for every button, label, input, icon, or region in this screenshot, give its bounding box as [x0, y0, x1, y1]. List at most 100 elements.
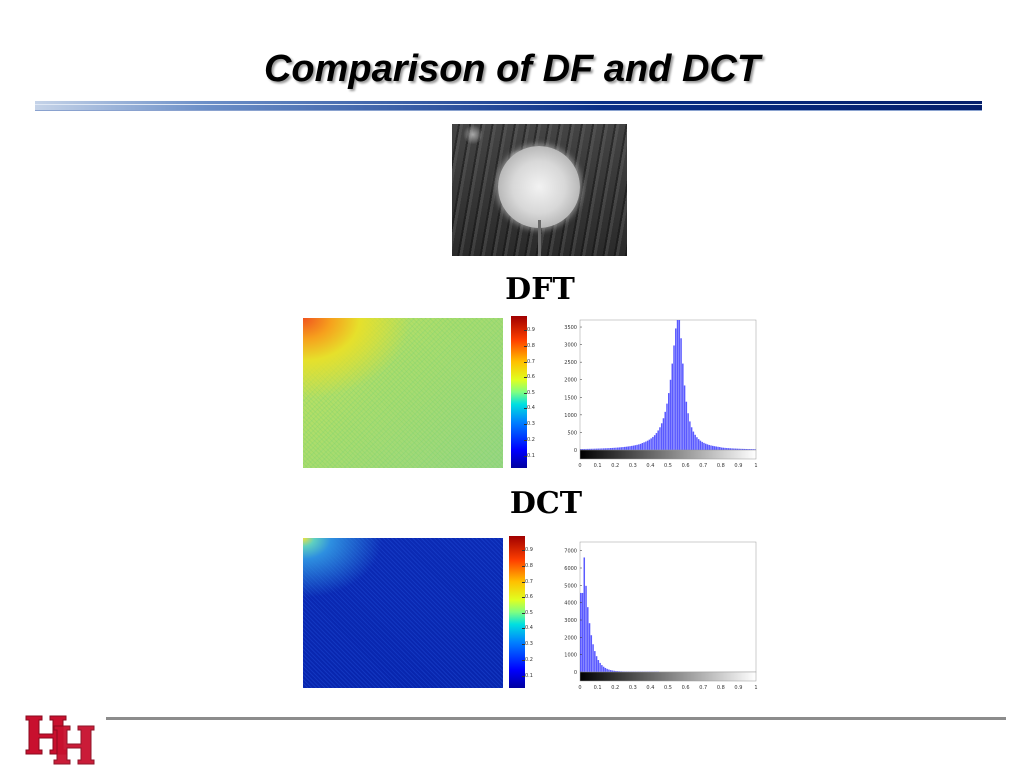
dandelion-stem [538, 220, 541, 256]
histogram-bar [601, 448, 603, 450]
x-tick-label: 0.4 [646, 685, 654, 691]
histogram-bar [743, 448, 746, 450]
dct-label: DCT [509, 486, 583, 521]
histogram-bar [706, 444, 709, 450]
histogram-bar [692, 431, 695, 450]
histogram-bar [620, 671, 622, 672]
histogram-bar [690, 427, 693, 450]
histogram-bar [666, 403, 668, 450]
dandelion-photo [452, 124, 627, 256]
histogram-bar [599, 662, 601, 672]
histogram-bar [653, 435, 656, 450]
y-tick-label: 6000 [564, 566, 577, 572]
histogram-bar [606, 668, 608, 672]
y-tick-label: 2000 [564, 378, 577, 384]
x-tick-label: 0.3 [629, 463, 637, 469]
histogram-bar [754, 449, 756, 450]
histogram-bar [708, 444, 710, 450]
x-tick-label: 0.9 [734, 463, 742, 469]
histogram-bar [595, 656, 598, 672]
dft-colorbar-tick: 0.7 [524, 359, 535, 365]
histogram-bar [616, 671, 619, 672]
x-tick-label: 0.7 [699, 463, 707, 469]
histogram-bar [625, 446, 628, 450]
histogram-bar [699, 440, 702, 450]
histogram-bar [581, 592, 584, 672]
histogram-bar [611, 447, 614, 450]
dft-colorbar-tick: 0.3 [524, 421, 535, 427]
histogram-bar [689, 421, 691, 450]
histogram-bar [655, 433, 658, 450]
grayscale-bar [579, 671, 757, 682]
histogram-bar [682, 363, 684, 450]
x-tick-label: 0.6 [682, 463, 690, 469]
histogram-bar [685, 401, 688, 450]
histogram-bar [620, 447, 622, 450]
histogram-bar [615, 447, 617, 450]
histogram-bar [750, 449, 753, 450]
histogram-bar [662, 418, 665, 450]
y-tick-label: 3500 [564, 325, 577, 331]
dct-colorbar-tick: 0.7 [522, 579, 533, 585]
histogram-bar [747, 449, 749, 450]
histogram-bar [634, 445, 637, 450]
histogram-bar [639, 443, 642, 450]
histogram-bar [652, 436, 654, 450]
title-divider [35, 101, 982, 111]
grayscale-bar [579, 449, 757, 460]
histogram-bar [604, 667, 607, 672]
x-tick-label: 1 [754, 685, 757, 691]
histogram-bar [601, 665, 603, 672]
y-tick-label: 4000 [564, 601, 577, 607]
histogram-bar [602, 448, 605, 450]
histogram-bar [608, 448, 610, 450]
histogram-bar [618, 447, 621, 450]
histogram-bar [659, 427, 661, 450]
histogram-bar [724, 447, 726, 450]
y-tick-label: 2500 [564, 360, 577, 366]
dft-colorbar-tick: 0.8 [524, 343, 535, 349]
histogram-bar [650, 438, 652, 450]
histogram-bar [703, 442, 705, 450]
histogram-bar [613, 670, 615, 672]
histogram-bar [592, 448, 594, 450]
histogram-bar [608, 669, 610, 672]
histogram-bar [624, 671, 626, 672]
histogram-bar [594, 651, 596, 672]
histogram-bar [680, 338, 682, 450]
histogram-bar [602, 666, 605, 672]
dft-histogram: 0 500 1000 1500 2000 2500 3000 3500 0 0.1 0.2 0.3 0.… [564, 319, 758, 469]
histogram-bar [704, 443, 707, 450]
histogram-bar [748, 449, 751, 450]
histogram-bar [580, 592, 582, 672]
histogram-bar [694, 434, 696, 450]
footer-divider [106, 717, 1006, 720]
x-tick-label: 0.9 [734, 685, 742, 691]
dft-label: DFT [505, 272, 575, 307]
dct-colorbar-tick: 0.1 [522, 673, 533, 679]
dct-colorbar-tick: 0.3 [522, 641, 533, 647]
histogram-bar [727, 448, 730, 450]
histogram-bar [733, 448, 735, 450]
histogram-bar [592, 644, 594, 672]
histogram-bar [597, 448, 600, 450]
dft-colorbar-tick: 0.9 [524, 327, 535, 333]
histogram-bar [712, 445, 714, 450]
histogram-bar [683, 385, 686, 450]
histogram-bar [638, 444, 640, 450]
histogram-bar [645, 441, 647, 450]
histogram-bar [717, 446, 719, 450]
histogram-bar [673, 345, 675, 450]
histogram-bar [722, 447, 725, 450]
dct-colorbar-tick: 0.5 [522, 610, 533, 616]
x-tick-label: 0.6 [682, 685, 690, 691]
x-tick-label: 0.5 [664, 685, 672, 691]
y-tick-label: 7000 [564, 549, 577, 555]
histogram-bar [740, 448, 742, 450]
dct-colorbar-tick: 0.8 [522, 563, 533, 569]
histogram-bar [729, 448, 732, 450]
histogram-bar [609, 670, 612, 672]
histogram-bar [609, 448, 612, 450]
x-tick-label: 0.1 [594, 463, 602, 469]
histogram-bar [588, 623, 591, 672]
